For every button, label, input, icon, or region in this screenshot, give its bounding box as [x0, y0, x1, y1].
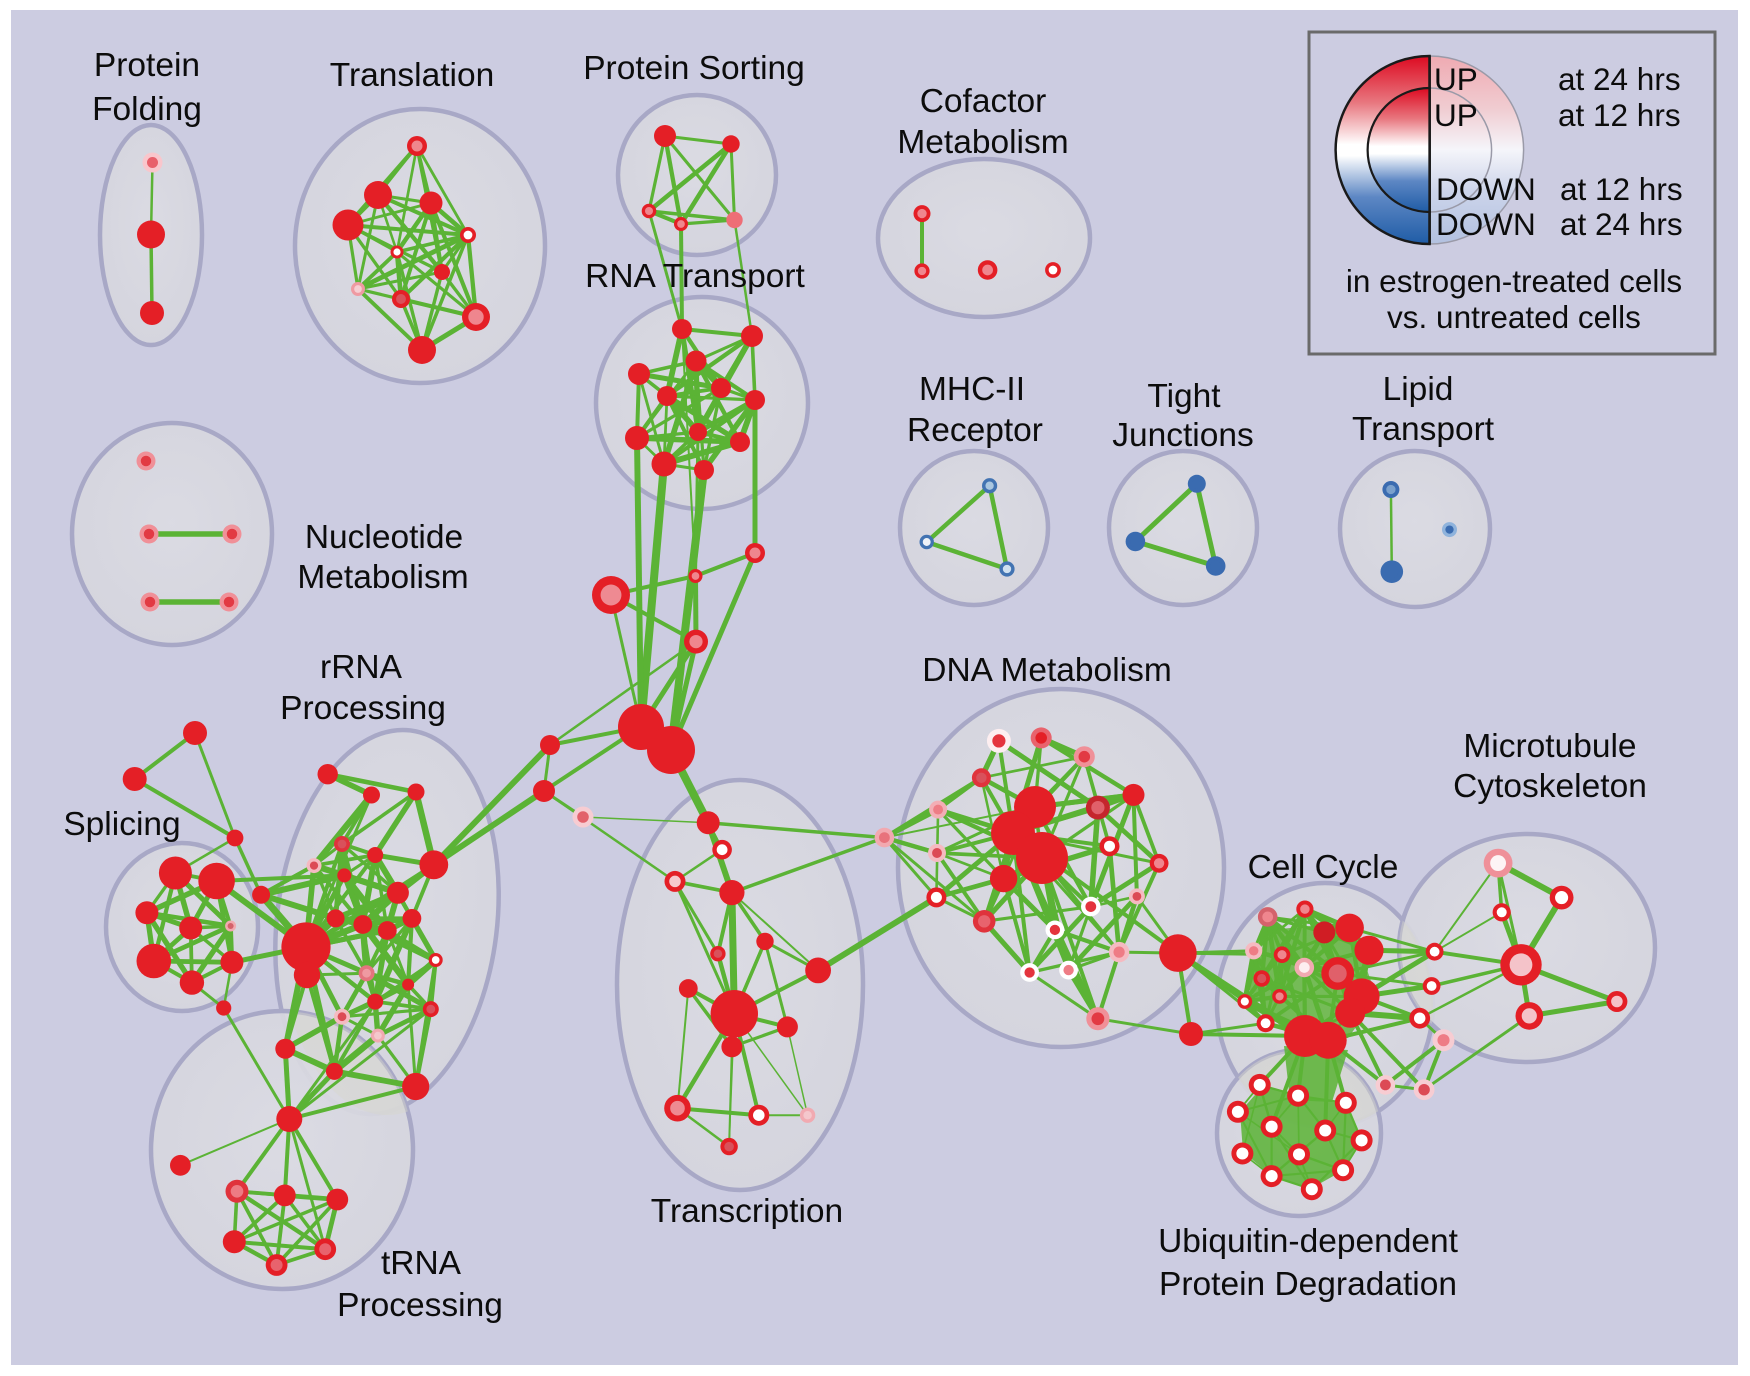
svg-text:Translation: Translation — [330, 57, 494, 94]
svg-text:Protein Degradation: Protein Degradation — [1159, 1266, 1457, 1303]
svg-text:MHC-II: MHC-II — [919, 371, 1025, 408]
svg-text:UP: UP — [1434, 61, 1478, 97]
svg-text:Cytoskeleton: Cytoskeleton — [1453, 768, 1647, 805]
svg-text:Cofactor: Cofactor — [920, 83, 1047, 120]
svg-text:Processing: Processing — [337, 1287, 503, 1324]
svg-text:in estrogen-treated cells: in estrogen-treated cells — [1346, 263, 1682, 299]
svg-text:Nucleotide: Nucleotide — [305, 519, 463, 556]
svg-text:Protein: Protein — [94, 47, 200, 84]
svg-text:Metabolism: Metabolism — [897, 124, 1068, 161]
svg-text:Transport: Transport — [1352, 411, 1495, 448]
svg-text:Transcription: Transcription — [651, 1193, 843, 1230]
svg-text:Ubiquitin-dependent: Ubiquitin-dependent — [1158, 1223, 1459, 1260]
svg-text:Microtubule: Microtubule — [1463, 728, 1636, 765]
svg-text:Junctions: Junctions — [1112, 417, 1254, 454]
svg-text:DOWN: DOWN — [1436, 171, 1536, 207]
svg-text:tRNA: tRNA — [381, 1245, 462, 1282]
svg-text:vs. untreated cells: vs. untreated cells — [1387, 299, 1641, 335]
svg-text:UP: UP — [1434, 97, 1478, 133]
svg-text:Splicing: Splicing — [63, 806, 180, 843]
svg-text:rRNA: rRNA — [320, 649, 403, 686]
svg-text:at 12 hrs: at 12 hrs — [1558, 97, 1681, 133]
svg-text:Folding: Folding — [92, 91, 202, 128]
svg-text:Protein Sorting: Protein Sorting — [583, 50, 805, 87]
svg-text:Metabolism: Metabolism — [297, 559, 468, 596]
svg-text:Receptor: Receptor — [907, 412, 1043, 449]
svg-text:DOWN: DOWN — [1436, 206, 1536, 242]
svg-text:at 12 hrs: at 12 hrs — [1560, 171, 1683, 207]
svg-text:Processing: Processing — [280, 690, 446, 727]
svg-text:at 24 hrs: at 24 hrs — [1560, 206, 1683, 242]
svg-text:Tight: Tight — [1147, 378, 1221, 415]
svg-text:DNA Metabolism: DNA Metabolism — [922, 652, 1171, 689]
svg-text:at 24 hrs: at 24 hrs — [1558, 61, 1681, 97]
svg-text:Cell Cycle: Cell Cycle — [1248, 849, 1399, 886]
svg-text:RNA Transport: RNA Transport — [585, 258, 805, 295]
svg-text:Lipid: Lipid — [1383, 371, 1454, 408]
